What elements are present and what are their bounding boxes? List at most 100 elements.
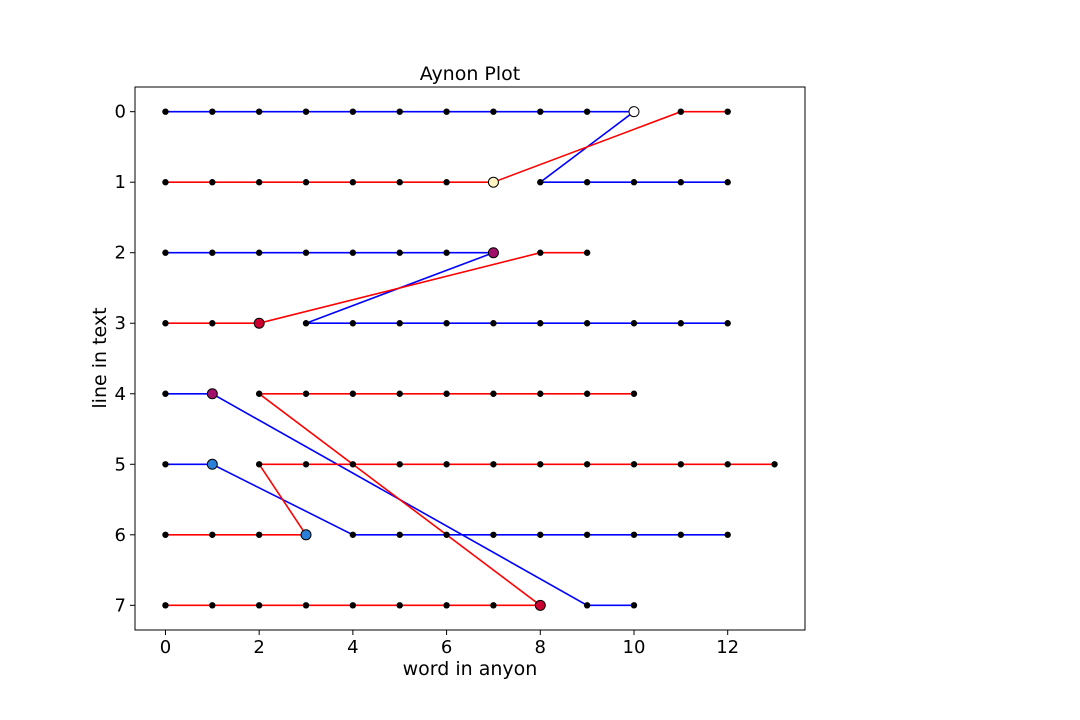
data-point-3-16	[630, 320, 638, 327]
x-tick-label-4: 4	[347, 637, 358, 658]
data-point-8-1	[162, 531, 169, 538]
x-tick-label-2: 2	[253, 637, 264, 658]
highlight-marker-6	[206, 458, 218, 470]
data-point-5-1	[162, 390, 169, 397]
y-tick-label-1: 1	[115, 172, 126, 193]
data-point-3-5	[349, 249, 357, 256]
highlight-marker-8	[534, 599, 546, 611]
highlight-marker-2	[487, 176, 499, 188]
data-point-6-6	[396, 602, 403, 609]
data-points	[162, 108, 778, 609]
data-point-2-2	[209, 179, 216, 186]
data-point-8-2	[209, 531, 216, 538]
x-tick-label-10: 10	[623, 637, 646, 658]
x-tick-label-12: 12	[716, 637, 739, 658]
series-line-2	[165, 110, 728, 183]
data-point-7-4	[396, 531, 403, 538]
data-point-3-11	[396, 320, 403, 327]
data-point-3-12	[443, 320, 450, 327]
data-point-6-10	[255, 390, 263, 397]
data-point-6-1	[162, 602, 169, 609]
data-point-3-15	[583, 320, 591, 327]
data-point-8-11	[537, 461, 544, 468]
data-point-3-18	[724, 320, 731, 327]
data-point-7-10	[677, 531, 685, 538]
highlight-marker-7	[300, 529, 312, 541]
data-point-1-2	[209, 108, 216, 115]
highlight-markers	[206, 106, 640, 611]
x-tick-label-0: 0	[160, 637, 171, 658]
data-point-6-16	[537, 390, 544, 397]
data-point-3-3	[255, 249, 263, 256]
data-point-1-6	[396, 108, 403, 115]
data-point-8-10	[490, 461, 497, 468]
data-point-1-7	[443, 108, 450, 115]
data-point-2-3	[255, 179, 263, 186]
data-point-1-1	[162, 108, 169, 115]
data-point-8-9	[443, 461, 450, 468]
series-line-8	[165, 463, 775, 536]
y-tick-label-5: 5	[115, 454, 126, 475]
data-point-3-9	[302, 320, 310, 327]
data-point-1-16	[724, 179, 731, 186]
data-point-1-12	[537, 179, 544, 186]
data-point-6-8	[490, 602, 497, 609]
data-point-5-4	[630, 602, 638, 609]
data-point-7-5	[443, 531, 450, 538]
chart-title: Aynon Plot	[420, 63, 521, 85]
data-point-6-4	[302, 602, 310, 609]
data-point-8-14	[677, 461, 685, 468]
data-point-4-4	[537, 249, 544, 256]
data-point-1-8	[490, 108, 497, 115]
data-point-2-4	[302, 179, 310, 186]
data-point-6-13	[396, 390, 403, 397]
data-point-6-2	[209, 602, 216, 609]
series-line-1	[165, 110, 728, 183]
data-point-1-13	[583, 179, 591, 186]
data-point-7-11	[724, 531, 731, 538]
highlight-marker-1	[628, 106, 640, 118]
data-point-3-17	[677, 320, 685, 327]
data-point-6-12	[349, 390, 357, 397]
data-point-2-9	[677, 108, 685, 115]
data-point-3-4	[302, 249, 310, 256]
data-point-8-15	[724, 461, 731, 468]
data-point-6-5	[349, 602, 357, 609]
y-axis-ticks: 0 1 2 3 4 5 6 7	[115, 102, 135, 616]
x-axis-label: word in anyon	[403, 658, 538, 680]
data-point-4-2	[209, 320, 216, 327]
data-point-3-6	[396, 249, 403, 256]
highlight-marker-5	[206, 388, 218, 400]
data-point-1-4	[302, 108, 310, 115]
data-point-8-13	[630, 461, 638, 468]
data-point-4-1	[162, 320, 169, 327]
data-point-7-1	[162, 461, 169, 468]
data-point-6-15	[490, 390, 497, 397]
y-tick-label-4: 4	[115, 384, 126, 405]
data-point-8-8	[396, 461, 403, 468]
y-tick-label-3: 3	[115, 313, 126, 334]
data-point-4-5	[583, 249, 591, 256]
series-line-3	[165, 251, 728, 325]
data-point-1-14	[630, 179, 638, 186]
data-point-3-10	[349, 320, 357, 327]
data-point-8-3	[255, 531, 263, 538]
x-tick-label-6: 6	[441, 637, 452, 658]
data-point-7-7	[537, 531, 544, 538]
data-point-7-8	[583, 531, 591, 538]
y-tick-label-2: 2	[115, 243, 126, 264]
data-point-8-12	[583, 461, 591, 468]
x-axis-ticks: 0 2 4 6 8 10 12	[160, 630, 739, 658]
data-point-2-7	[443, 179, 450, 186]
y-tick-label-0: 0	[115, 102, 126, 123]
data-point-1-3	[255, 108, 263, 115]
data-point-6-7	[443, 602, 450, 609]
data-point-1-10	[583, 108, 591, 115]
y-axis-label: line in text	[89, 307, 111, 408]
data-point-3-2	[209, 249, 216, 256]
data-point-8-7	[349, 461, 357, 468]
data-point-1-15	[677, 179, 685, 186]
data-point-6-11	[302, 390, 310, 397]
y-tick-label-7: 7	[115, 595, 126, 616]
